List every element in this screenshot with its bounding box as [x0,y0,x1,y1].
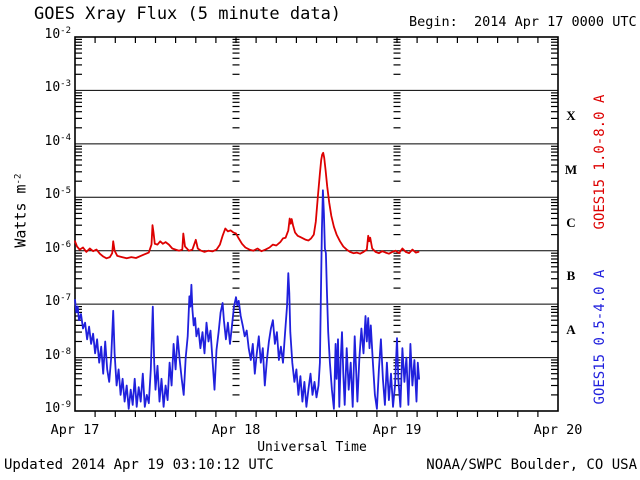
flare-class-label: B [566,268,576,284]
flare-class-label: A [566,321,576,337]
y-axis-tick-label: 10-8 [44,346,72,363]
goes15-short-flux-line [74,189,421,410]
flare-class-label: C [566,215,576,230]
y-axis-tick-label: 10-6 [44,239,72,256]
goes15-long-flux-line [74,151,420,260]
x-axis-tick-label: Apr 17 [50,422,100,438]
data-source-label: NOAA/SWPC Boulder, CO USA [426,457,637,473]
updated-timestamp: Updated 2014 Apr 19 03:10:12 UTC [4,457,274,473]
goes15-long-series-label: GOES15 1.0-8.0 A [591,94,608,230]
y-axis-tick-label: 10-3 [44,79,72,96]
plot-border [74,36,559,412]
x-axis-tick-label: Apr 20 [533,422,583,438]
y-axis-title: Watts m-2 [11,156,30,266]
y-axis-title-exponent: -2 [13,173,24,185]
y-axis-tick-label: 10-4 [44,132,72,149]
x-axis-title: Universal Time [257,440,367,455]
flare-class-label: X [566,108,576,124]
flare-class-label: M [564,161,578,177]
y-axis-tick-label: 10-2 [44,26,72,42]
x-axis-tick-label: Apr 18 [211,422,261,438]
plot-title: GOES Xray Flux (5 minute data) [34,4,342,24]
goes15-short-series-label: GOES15 0.5-4.0 A [591,269,608,405]
y-axis-tick-label: 10-5 [44,186,72,203]
y-axis-tick-label: 10-9 [44,400,72,416]
x-axis-tick-label: Apr 19 [372,422,422,438]
y-axis-tick-label: 10-7 [44,293,72,310]
y-axis-title-text: Watts m [11,184,30,248]
begin-timestamp: Begin: 2014 Apr 17 0000 UTC [409,14,637,30]
